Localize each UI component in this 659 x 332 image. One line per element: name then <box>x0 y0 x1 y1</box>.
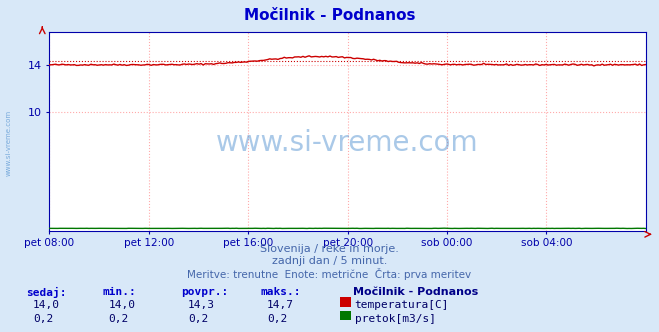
Text: 0,2: 0,2 <box>188 314 208 324</box>
Text: temperatura[C]: temperatura[C] <box>355 300 449 310</box>
Text: 14,0: 14,0 <box>33 300 60 310</box>
Text: min.:: min.: <box>102 287 136 297</box>
Text: 14,3: 14,3 <box>188 300 215 310</box>
Text: 0,2: 0,2 <box>33 314 53 324</box>
Text: www.si-vreme.com: www.si-vreme.com <box>216 129 479 157</box>
Text: Močilnik - Podnanos: Močilnik - Podnanos <box>244 8 415 23</box>
Text: Močilnik - Podnanos: Močilnik - Podnanos <box>353 287 478 297</box>
Text: 0,2: 0,2 <box>109 314 129 324</box>
Text: zadnji dan / 5 minut.: zadnji dan / 5 minut. <box>272 256 387 266</box>
Text: 14,0: 14,0 <box>109 300 136 310</box>
Text: 0,2: 0,2 <box>267 314 287 324</box>
Text: Meritve: trenutne  Enote: metrične  Črta: prva meritev: Meritve: trenutne Enote: metrične Črta: … <box>187 268 472 280</box>
Text: pretok[m3/s]: pretok[m3/s] <box>355 314 436 324</box>
Text: 14,7: 14,7 <box>267 300 294 310</box>
Text: maks.:: maks.: <box>260 287 301 297</box>
Text: www.si-vreme.com: www.si-vreme.com <box>5 110 11 176</box>
Text: Slovenija / reke in morje.: Slovenija / reke in morje. <box>260 244 399 254</box>
Text: sedaj:: sedaj: <box>26 287 67 298</box>
Text: povpr.:: povpr.: <box>181 287 229 297</box>
